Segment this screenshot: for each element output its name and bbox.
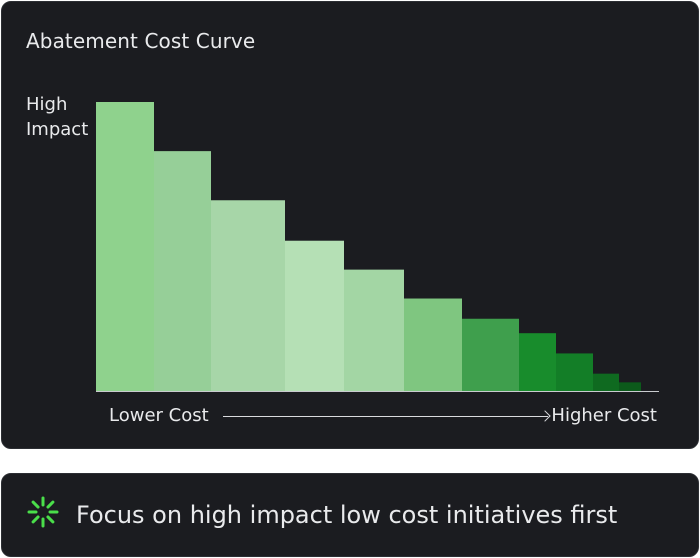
- x-axis-arrow: [223, 416, 548, 417]
- bar-2: [154, 151, 211, 391]
- chart-card: Abatement Cost Curve High Impact Lower C…: [1, 1, 699, 449]
- bar-7: [462, 318, 519, 391]
- y-axis-label-line-1: High: [26, 94, 68, 115]
- loader-spoke: [46, 500, 55, 509]
- bar-6: [404, 298, 462, 391]
- insight-text: Focus on high impact low cost initiative…: [76, 501, 618, 529]
- chart-plot: [96, 102, 659, 392]
- bar-3: [211, 200, 285, 391]
- loader-spoke: [46, 515, 55, 524]
- bar-4: [285, 240, 344, 391]
- chart-title: Abatement Cost Curve: [26, 29, 256, 53]
- y-axis-label: High Impact: [26, 92, 88, 142]
- bar-9: [556, 353, 593, 391]
- loader-spoke: [31, 515, 40, 524]
- loader-icon: [27, 496, 59, 528]
- bar-10: [593, 373, 619, 391]
- x-axis-label-right: Higher Cost: [551, 405, 657, 426]
- loader-spoke: [31, 500, 40, 509]
- bar-1: [96, 102, 154, 391]
- x-axis-label-left: Lower Cost: [109, 405, 209, 426]
- insight-card: Focus on high impact low cost initiative…: [1, 473, 699, 557]
- bar-11: [619, 382, 641, 391]
- bar-5: [344, 269, 404, 391]
- y-axis-label-line-2: Impact: [26, 119, 89, 140]
- bar-8: [519, 333, 556, 391]
